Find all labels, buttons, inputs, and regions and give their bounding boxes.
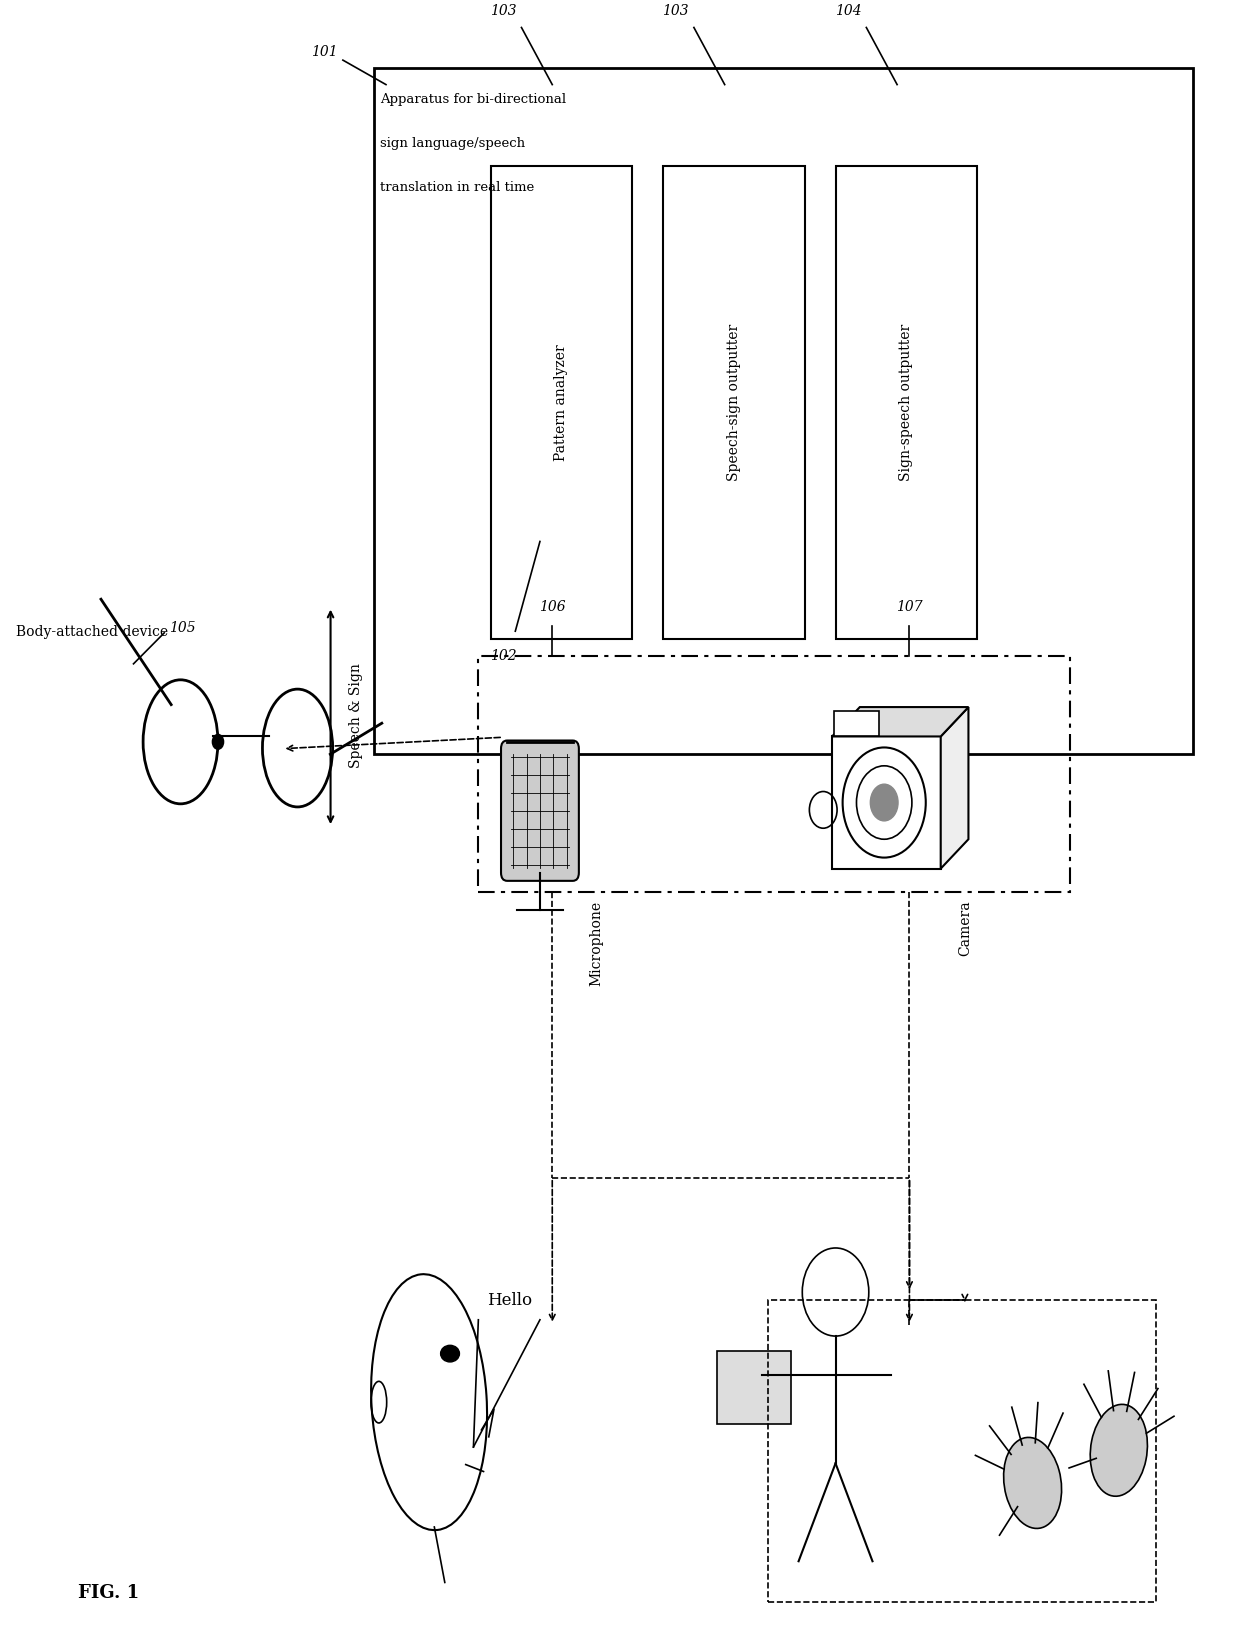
Text: 103: 103: [490, 5, 516, 18]
Ellipse shape: [440, 1346, 460, 1362]
Bar: [373, 68, 1193, 754]
Text: 105: 105: [170, 621, 196, 636]
Bar: [479, 656, 1070, 893]
Polygon shape: [941, 707, 968, 868]
Text: Microphone: Microphone: [589, 901, 603, 985]
Text: FIG. 1: FIG. 1: [78, 1584, 139, 1603]
Text: 107: 107: [897, 600, 923, 614]
Circle shape: [212, 735, 223, 749]
Text: 106: 106: [539, 600, 565, 614]
Bar: [836, 166, 977, 639]
Bar: [832, 736, 941, 868]
Polygon shape: [832, 707, 968, 736]
Text: Pattern analyzer: Pattern analyzer: [554, 344, 568, 461]
Text: 103: 103: [662, 5, 688, 18]
Text: Camera: Camera: [959, 901, 972, 955]
Text: 104: 104: [835, 5, 861, 18]
Text: Hello: Hello: [486, 1291, 532, 1309]
Bar: [663, 166, 805, 639]
Ellipse shape: [1003, 1438, 1061, 1528]
FancyBboxPatch shape: [501, 741, 579, 881]
Bar: [835, 712, 879, 736]
Ellipse shape: [1090, 1405, 1147, 1495]
Text: sign language/speech: sign language/speech: [379, 137, 525, 150]
Bar: [717, 1351, 791, 1425]
Text: Sign-speech outputter: Sign-speech outputter: [899, 324, 914, 481]
Text: 101: 101: [311, 44, 337, 59]
Text: Apparatus for bi-directional: Apparatus for bi-directional: [379, 92, 565, 105]
Bar: [491, 166, 632, 639]
Text: Speech-sign outputter: Speech-sign outputter: [727, 324, 742, 481]
Text: 102: 102: [490, 649, 516, 662]
Circle shape: [870, 784, 898, 820]
Text: Speech & Sign: Speech & Sign: [348, 664, 363, 769]
Bar: [768, 1299, 1156, 1603]
Text: translation in real time: translation in real time: [379, 181, 534, 194]
Text: Body-attached device: Body-attached device: [16, 626, 169, 639]
